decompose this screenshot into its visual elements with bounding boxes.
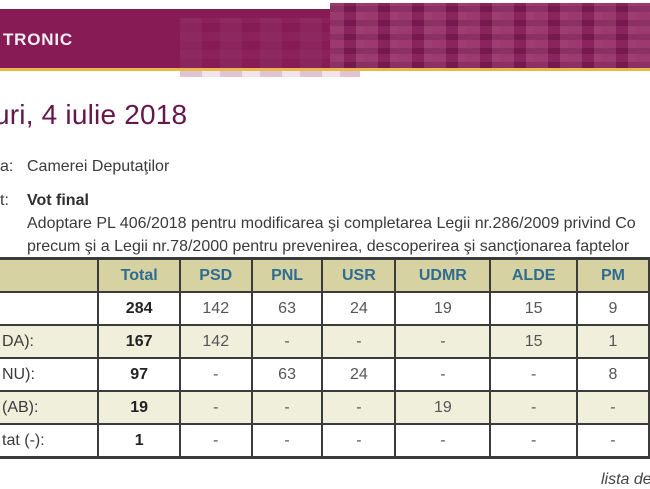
column-header-psd: PSD	[178, 257, 253, 293]
vote-count-cell: 1	[97, 423, 181, 459]
table-row: tat (-): 1- - - - - -	[0, 423, 650, 459]
row-label-cell	[0, 291, 100, 326]
row-label-cell: NU):	[0, 357, 100, 392]
vote-count-cell: 97	[97, 357, 181, 392]
row-label-cell: (AB):	[0, 390, 100, 425]
vote-count-cell: -	[575, 390, 650, 425]
vote-count-cell: 8	[575, 357, 650, 392]
vote-count-cell: 19	[394, 390, 492, 425]
table-row: NU): 97-63 24- -8	[0, 357, 650, 392]
vote-count-cell: -	[575, 423, 650, 459]
column-header-alde: ALDE	[489, 257, 578, 293]
table-body: 284 142 63 24 19 15 9 DA): 167 142- - -15 1 NU): 97-63…	[0, 291, 650, 459]
table-row: 284 142 63 24 19 15 9	[0, 291, 650, 326]
vote-count-cell: -	[178, 423, 253, 459]
vote-count-cell: -	[394, 423, 492, 459]
vote-count-cell: 9	[575, 291, 650, 326]
vote-count-cell: 167	[97, 324, 181, 359]
column-header-pnl: PNL	[250, 257, 324, 293]
column-header-udmr: UDMR	[394, 257, 492, 293]
vote-count-cell: -	[489, 357, 578, 392]
vote-count-cell: 19	[394, 291, 492, 326]
meta-value-chamber: Camerei Deputaţilor	[27, 158, 170, 175]
vote-count-cell: -	[178, 357, 253, 392]
row-label-cell: DA):	[0, 324, 100, 359]
meta-value-subject: Vot final	[27, 192, 89, 209]
vote-count-cell: 63	[250, 357, 324, 392]
vote-count-cell: -	[250, 390, 324, 425]
vote-count-cell: -	[178, 390, 253, 425]
vote-count-cell: 19	[97, 390, 181, 425]
vote-count-cell: -	[250, 324, 324, 359]
vote-count-cell: 142	[178, 324, 253, 359]
vote-count-cell: 1	[575, 324, 650, 359]
column-header-usr: USR	[321, 257, 397, 293]
vote-description-line-2: precum şi a Legii nr.78/2000 pentru prev…	[27, 238, 630, 255]
vote-count-cell: -	[394, 357, 492, 392]
session-date-heading: uri, 4 iulie 2018	[0, 99, 188, 130]
column-header-total: Total	[97, 257, 181, 293]
vote-count-cell: -	[489, 423, 578, 459]
vote-count-cell: -	[321, 390, 397, 425]
meta-label-subject: t:	[0, 192, 9, 209]
vote-count-cell: -	[321, 423, 397, 459]
vote-count-cell: 24	[321, 357, 397, 392]
vote-count-cell: 24	[321, 291, 397, 326]
column-header-label	[0, 257, 100, 293]
column-header-pm: PM	[575, 257, 650, 293]
vote-count-cell: -	[321, 324, 397, 359]
vote-count-cell: 284	[97, 291, 181, 326]
vote-count-cell: -	[250, 423, 324, 459]
vote-description-line-1: Adoptare PL 406/2018 pentru modificarea …	[27, 215, 636, 232]
vote-count-cell: -	[489, 390, 578, 425]
page-banner-title: TRONIC	[3, 30, 73, 49]
vote-count-cell: 15	[489, 324, 578, 359]
table-row: (AB): 19- - -19- -	[0, 390, 650, 425]
row-label-cell: tat (-):	[0, 423, 100, 459]
vote-results-table: Total PSD PNL USR UDMR ALDE PM 284 142 63 24 19 15 9…	[0, 257, 650, 459]
vote-list-link[interactable]: lista de	[601, 471, 650, 488]
vote-count-cell: 15	[489, 291, 578, 326]
banner-gold-divider	[0, 68, 650, 71]
vote-count-cell: 142	[178, 291, 253, 326]
vote-count-cell: -	[394, 324, 492, 359]
table-header-row: Total PSD PNL USR UDMR ALDE PM	[0, 257, 650, 293]
banner-photo-texture	[330, 3, 650, 68]
vote-count-cell: 63	[250, 291, 324, 326]
table-row: DA): 167 142- - -15 1	[0, 324, 650, 359]
meta-label-chamber: a:	[0, 158, 14, 175]
